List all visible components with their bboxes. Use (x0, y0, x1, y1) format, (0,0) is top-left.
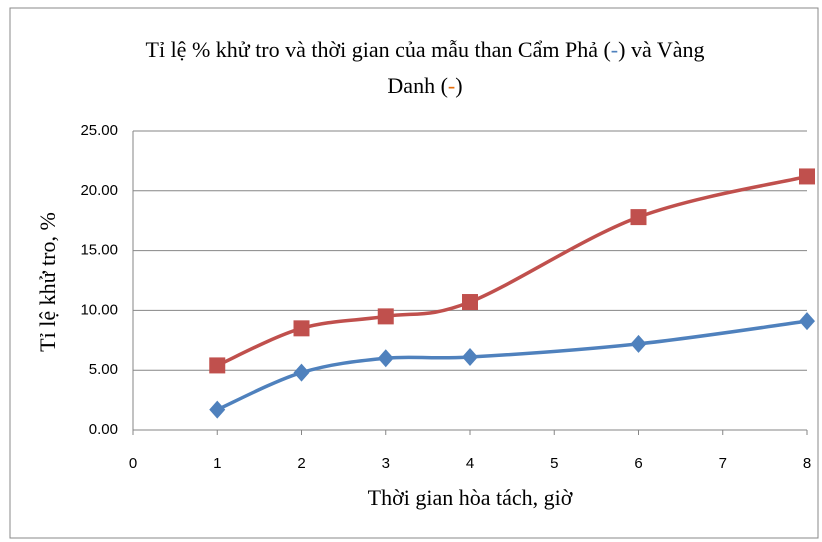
x-tick-label: 7 (719, 455, 727, 472)
x-tick-label: 5 (550, 455, 558, 472)
x-tick-label: 8 (803, 455, 811, 472)
marker (209, 400, 226, 419)
title-part: - (611, 37, 618, 62)
chart-title: Danh (-) (387, 73, 462, 98)
y-tick-label: 10.00 (80, 301, 118, 318)
x-tick-label: 6 (634, 455, 642, 472)
marker (293, 320, 310, 337)
x-tick-label: 4 (466, 455, 474, 472)
y-tick-label: 15.00 (80, 242, 118, 259)
title-part: - (448, 73, 455, 98)
x-tick-label: 3 (382, 455, 390, 472)
y-axis-label: Tỉ lệ khử tro, % (35, 212, 60, 352)
y-tick-label: 5.00 (89, 361, 118, 378)
x-tick-label: 1 (213, 455, 221, 472)
title-part: ) (455, 73, 462, 98)
x-tick-label: 2 (297, 455, 305, 472)
marker (209, 357, 226, 374)
marker (630, 334, 647, 353)
marker (799, 168, 815, 185)
marker (630, 209, 647, 226)
x-axis-label: Thời gian hòa tách, giờ (368, 485, 573, 510)
marker (377, 308, 394, 325)
marker (462, 348, 478, 367)
title-part: Danh ( (387, 73, 447, 98)
y-tick-label: 25.00 (80, 122, 118, 139)
title-part: ) và Vàng (618, 37, 704, 62)
y-tick-label: 0.00 (89, 421, 118, 438)
chart-border (9, 7, 819, 539)
y-tick-label: 20.00 (80, 182, 118, 199)
marker (293, 363, 310, 382)
marker (462, 294, 478, 311)
chart-title: Tỉ lệ % khử tro và thời gian của mẫu tha… (146, 37, 705, 62)
title-part: Tỉ lệ % khử tro và thời gian của mẫu tha… (146, 37, 611, 62)
marker (799, 312, 815, 331)
marker (377, 349, 394, 368)
x-tick-label: 0 (129, 455, 137, 472)
